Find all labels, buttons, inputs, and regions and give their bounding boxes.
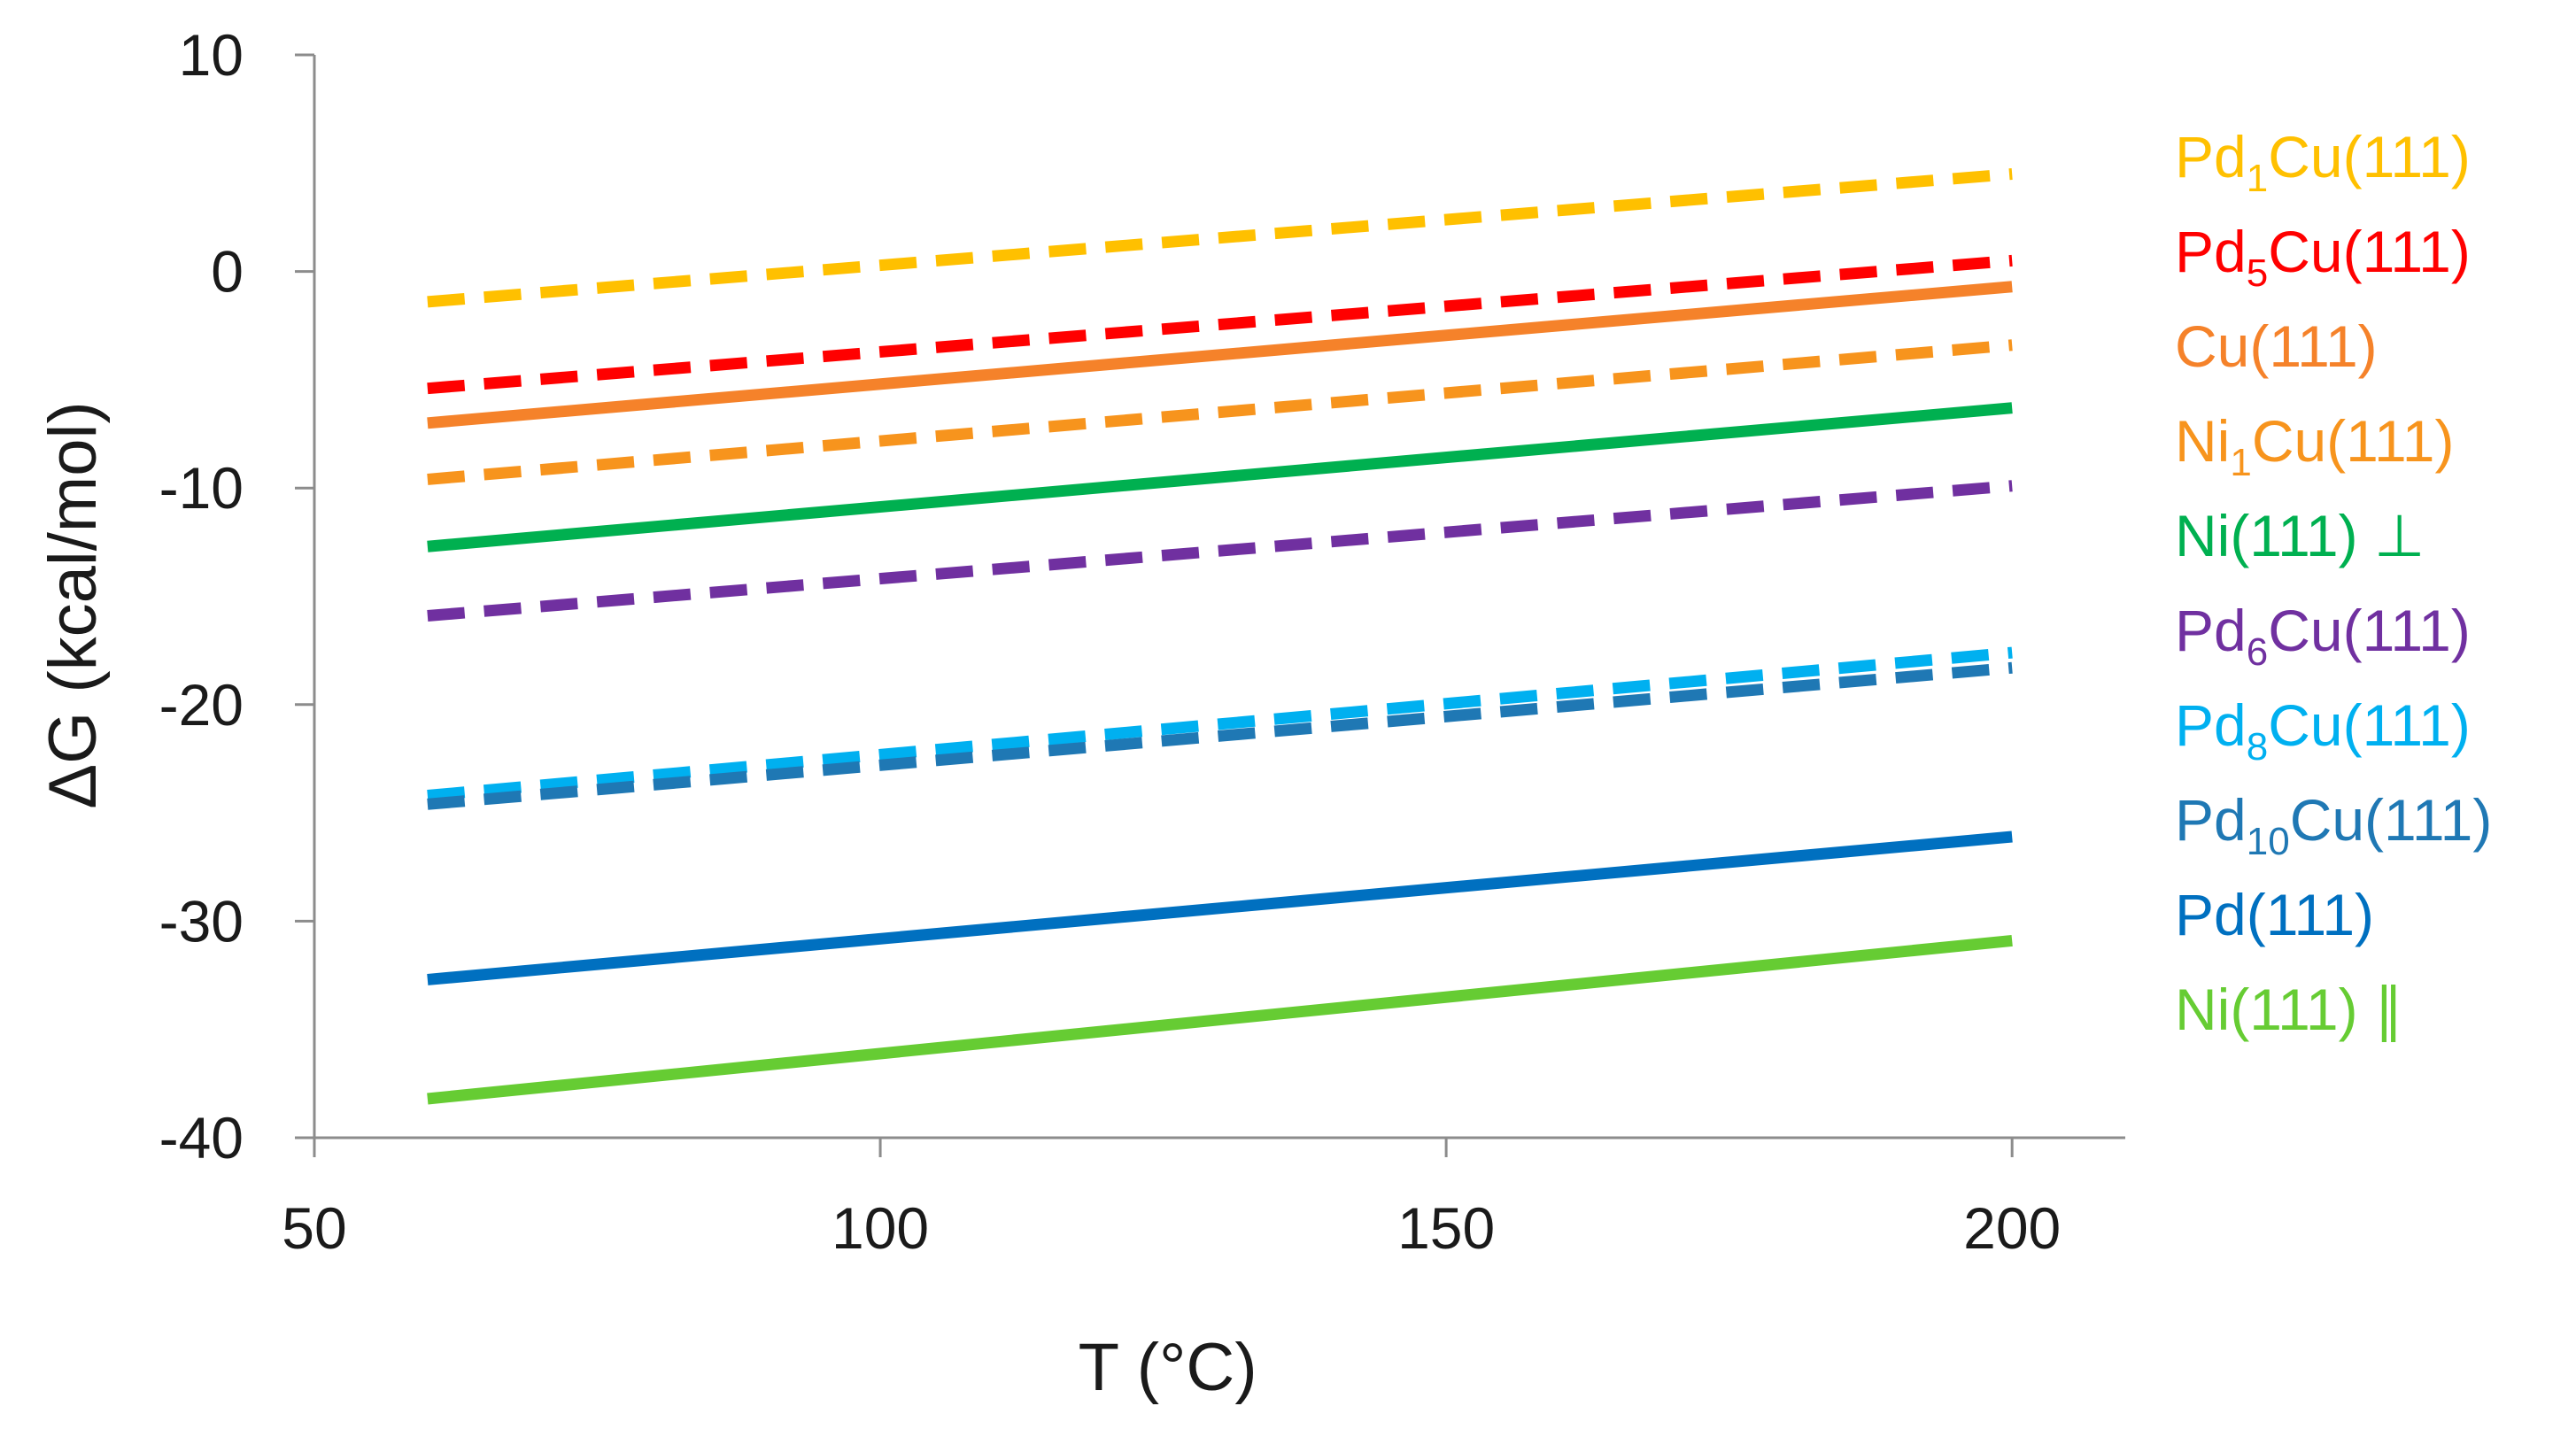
x-tick-label: 200 [1963,1195,2061,1261]
series-line-8 [427,831,2013,985]
series-line-1 [427,254,2013,395]
legend-item: Ni1Cu(111) [2175,408,2454,484]
legend-item: Pd10Cu(111) [2175,787,2492,863]
legend-item: Cu(111) [2175,313,2378,379]
series-line-0 [427,168,2013,308]
series-line-9 [427,934,2013,1105]
y-tick-label: -20 [159,672,244,738]
legend-item: Pd8Cu(111) [2175,692,2471,769]
y-tick-label: 0 [211,239,244,305]
series-line-2 [427,281,2013,429]
legend-item: Ni(111) ∥ [2175,977,2403,1043]
legend-item: Pd6Cu(111) [2175,598,2471,674]
y-ticks: -40 -30 -20 -10 0 10 [159,22,314,1170]
series-lines [427,168,2013,1105]
y-axis-title: ΔG (kcal/mol) [35,401,111,808]
x-axis-title: T (°C) [1079,1330,1257,1405]
x-ticks: 50 100 150 200 [282,1138,2061,1261]
series-line-4 [427,402,2013,552]
y-tick-label: -40 [159,1105,244,1170]
y-tick-label: -30 [159,888,244,954]
series-line-6 [427,646,2013,802]
legend-item: Pd(111) [2175,882,2374,947]
legend-item: Pd5Cu(111) [2175,219,2471,295]
x-tick-label: 150 [1397,1195,1495,1261]
x-tick-label: 100 [832,1195,929,1261]
legend-item: Pd1Cu(111) [2175,124,2471,200]
series-line-7 [427,661,2013,810]
legend-item: Ni(111) ⊥ [2175,503,2425,568]
x-tick-label: 50 [282,1195,346,1261]
legend: Pd1Cu(111) Pd5Cu(111) Cu(111) Ni1Cu(111) Ni(… [2175,124,2492,1043]
plot-area: -40 -30 -20 -10 0 10 50 100 150 200 [159,22,2125,1261]
series-line-3 [427,339,2013,485]
y-tick-label: 10 [179,22,244,88]
y-tick-label: -10 [159,455,244,521]
series-line-5 [427,480,2013,622]
